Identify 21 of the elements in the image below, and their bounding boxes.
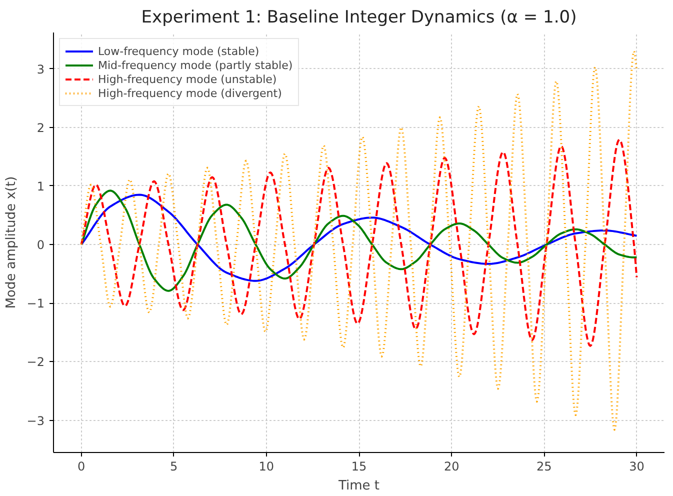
legend-label: High-frequency mode (divergent) (98, 86, 282, 100)
x-tick-label: 0 (77, 460, 86, 474)
y-tick-label: −2 (26, 355, 45, 370)
x-tick-label: 5 (170, 460, 178, 474)
chart-title: Experiment 1: Baseline Integer Dynamics (α = 1.0) (141, 8, 577, 28)
y-tick-label: 1 (36, 179, 45, 194)
legend-label: High-frequency mode (unstable) (98, 72, 277, 86)
y-tick-label: −3 (26, 414, 45, 428)
x-tick-label: 10 (258, 460, 274, 474)
x-axis-title: Time t (337, 478, 380, 494)
x-tick-label: 20 (444, 460, 460, 474)
y-axis-title: Mode amplitude x(t) (4, 176, 19, 309)
x-tick-label: 30 (629, 460, 644, 474)
x-tick-label: 15 (351, 460, 367, 474)
y-tick-label: 2 (36, 120, 45, 135)
y-tick-label: 3 (36, 62, 45, 76)
y-tick-label: −1 (26, 296, 45, 311)
y-tick-label: 0 (36, 238, 45, 252)
legend-label: Low-frequency mode (stable) (98, 44, 260, 58)
x-tick-label: 25 (536, 460, 552, 474)
legend-label: Mid-frequency mode (partly stable) (98, 58, 293, 72)
